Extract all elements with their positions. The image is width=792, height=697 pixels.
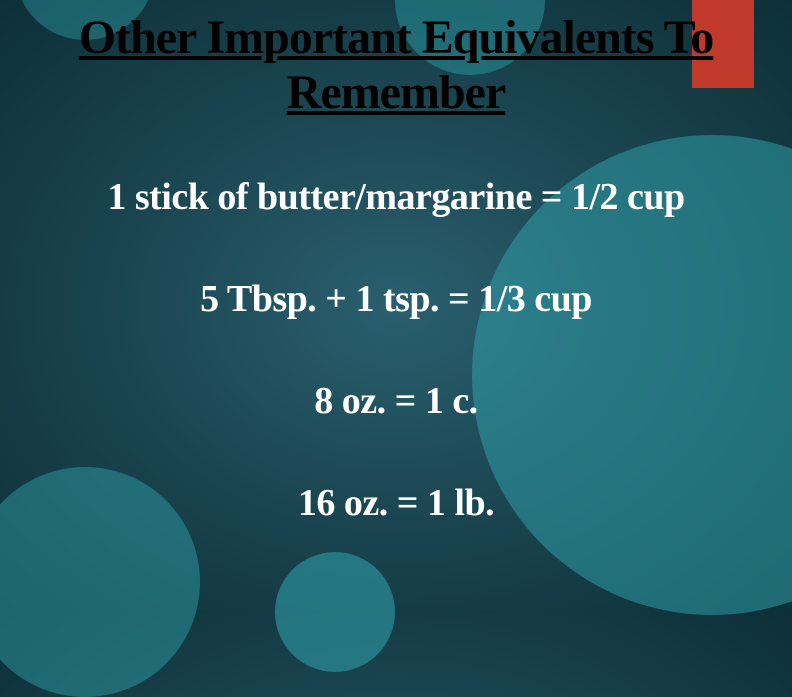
slide-title: Other Important Equivalents To Remember <box>0 10 792 120</box>
equivalent-line-1: 1 stick of butter/margarine = 1/2 cup <box>107 175 684 219</box>
slide-content: Other Important Equivalents To Remember … <box>0 0 792 612</box>
equivalent-line-2: 5 Tbsp. + 1 tsp. = 1/3 cup <box>200 277 592 321</box>
equivalent-line-4: 16 oz. = 1 lb. <box>298 481 494 525</box>
equivalent-line-3: 8 oz. = 1 c. <box>314 379 477 423</box>
